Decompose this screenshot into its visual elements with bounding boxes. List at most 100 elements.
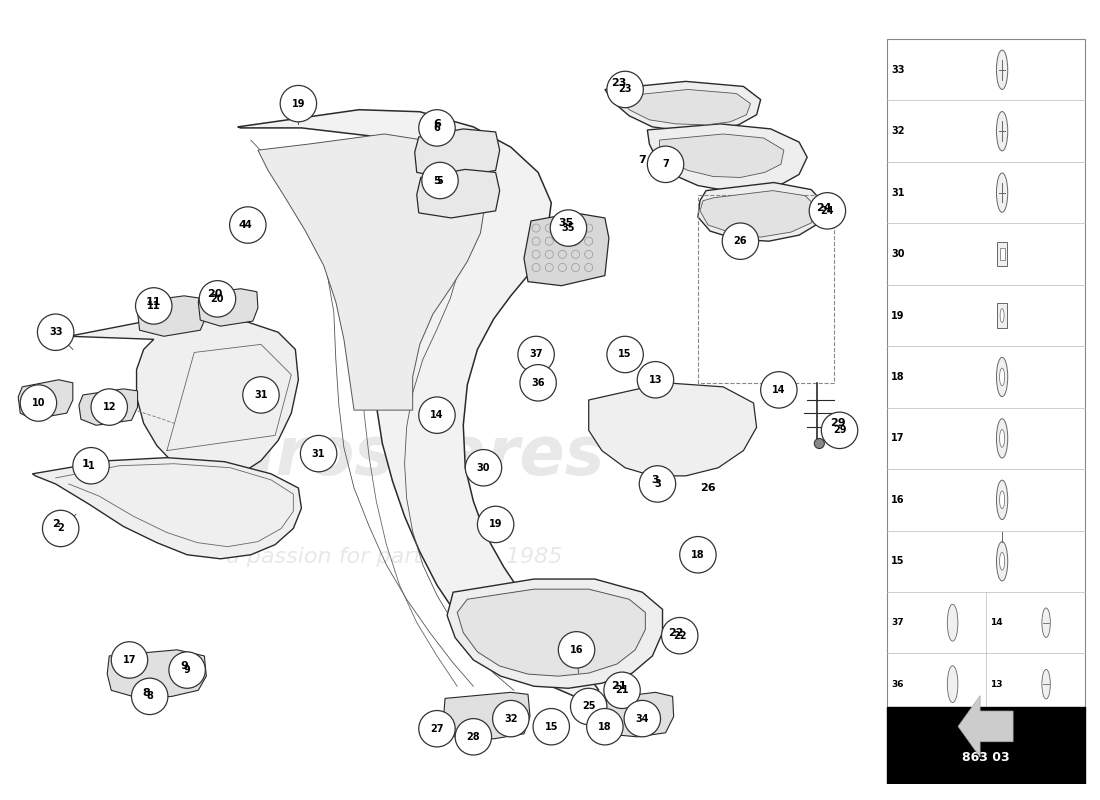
Text: 3: 3 bbox=[654, 479, 661, 489]
Text: 5: 5 bbox=[433, 175, 441, 186]
Circle shape bbox=[997, 358, 1008, 397]
Polygon shape bbox=[69, 318, 298, 480]
Text: 15: 15 bbox=[618, 350, 631, 359]
Circle shape bbox=[73, 447, 109, 484]
Text: 31: 31 bbox=[254, 390, 267, 400]
Circle shape bbox=[607, 71, 644, 108]
Text: 36: 36 bbox=[891, 680, 903, 689]
Circle shape bbox=[997, 480, 1008, 519]
Text: 23: 23 bbox=[618, 85, 631, 94]
Polygon shape bbox=[648, 124, 807, 190]
Polygon shape bbox=[660, 134, 784, 178]
Text: 9: 9 bbox=[180, 661, 188, 671]
Text: 26: 26 bbox=[734, 236, 747, 246]
Circle shape bbox=[997, 50, 1008, 90]
Circle shape bbox=[814, 438, 824, 449]
Text: 8: 8 bbox=[146, 691, 153, 702]
Text: 13: 13 bbox=[649, 374, 662, 385]
Circle shape bbox=[300, 435, 337, 472]
Polygon shape bbox=[107, 650, 207, 698]
Polygon shape bbox=[198, 289, 257, 326]
Text: 32: 32 bbox=[891, 126, 904, 136]
Text: 37: 37 bbox=[529, 350, 542, 359]
Text: 16: 16 bbox=[891, 495, 904, 505]
Text: 17: 17 bbox=[123, 655, 136, 665]
Circle shape bbox=[1000, 430, 1004, 447]
Polygon shape bbox=[524, 213, 609, 286]
Text: 35: 35 bbox=[559, 218, 574, 228]
Polygon shape bbox=[958, 696, 1013, 757]
Polygon shape bbox=[415, 129, 499, 178]
Circle shape bbox=[723, 223, 759, 259]
Polygon shape bbox=[700, 190, 817, 237]
Circle shape bbox=[199, 281, 235, 317]
Circle shape bbox=[637, 362, 673, 398]
Text: 32: 32 bbox=[504, 714, 518, 724]
Circle shape bbox=[997, 418, 1008, 458]
Text: 29: 29 bbox=[833, 426, 846, 435]
Circle shape bbox=[43, 510, 79, 546]
Text: 19: 19 bbox=[488, 519, 503, 530]
Text: 19: 19 bbox=[292, 98, 305, 109]
Text: 20: 20 bbox=[211, 294, 224, 304]
Circle shape bbox=[947, 666, 958, 702]
Circle shape bbox=[639, 466, 675, 502]
Circle shape bbox=[534, 709, 570, 745]
Polygon shape bbox=[257, 134, 485, 410]
Circle shape bbox=[624, 701, 660, 737]
Circle shape bbox=[91, 389, 128, 426]
Bar bbox=[997, 242, 1008, 266]
Circle shape bbox=[1000, 309, 1004, 322]
Text: 23: 23 bbox=[612, 78, 627, 89]
Circle shape bbox=[518, 336, 554, 373]
Text: 19: 19 bbox=[891, 310, 904, 321]
Text: 7: 7 bbox=[662, 159, 669, 170]
Text: 31: 31 bbox=[312, 449, 326, 458]
Polygon shape bbox=[138, 296, 207, 336]
Text: 26: 26 bbox=[701, 483, 716, 493]
Circle shape bbox=[455, 718, 492, 755]
Text: 35: 35 bbox=[562, 223, 575, 233]
Text: 30: 30 bbox=[891, 249, 904, 259]
Circle shape bbox=[520, 365, 557, 401]
Text: 6: 6 bbox=[433, 119, 441, 129]
Circle shape bbox=[132, 678, 168, 714]
Circle shape bbox=[1000, 553, 1004, 570]
Text: 2: 2 bbox=[57, 523, 64, 534]
Circle shape bbox=[465, 450, 502, 486]
Circle shape bbox=[810, 193, 846, 229]
Bar bbox=[887, 707, 1085, 784]
Polygon shape bbox=[619, 90, 750, 125]
Text: 11: 11 bbox=[146, 297, 162, 307]
Text: 28: 28 bbox=[466, 732, 481, 742]
Text: 36: 36 bbox=[531, 378, 544, 388]
Circle shape bbox=[586, 709, 623, 745]
Text: 14: 14 bbox=[430, 410, 443, 420]
Circle shape bbox=[37, 314, 74, 350]
Text: 21: 21 bbox=[612, 682, 627, 691]
Circle shape bbox=[419, 397, 455, 434]
Text: 12: 12 bbox=[102, 402, 116, 412]
Circle shape bbox=[1042, 608, 1050, 638]
Text: 3: 3 bbox=[651, 475, 659, 485]
Text: 34: 34 bbox=[636, 714, 649, 724]
Circle shape bbox=[997, 173, 1008, 212]
Circle shape bbox=[1000, 368, 1004, 386]
Polygon shape bbox=[605, 82, 760, 131]
Text: 5: 5 bbox=[437, 175, 443, 186]
Circle shape bbox=[111, 642, 147, 678]
Circle shape bbox=[607, 336, 644, 373]
Text: 18: 18 bbox=[891, 372, 904, 382]
Bar bbox=[997, 302, 1008, 328]
Text: 11: 11 bbox=[147, 301, 161, 311]
Polygon shape bbox=[79, 389, 138, 426]
Text: 17: 17 bbox=[891, 434, 904, 443]
Circle shape bbox=[419, 110, 455, 146]
Text: 863 03: 863 03 bbox=[961, 750, 1010, 764]
Circle shape bbox=[680, 537, 716, 573]
Polygon shape bbox=[458, 589, 646, 676]
Text: a passion for parts since 1985: a passion for parts since 1985 bbox=[227, 546, 563, 566]
Circle shape bbox=[648, 146, 684, 182]
Text: 8: 8 bbox=[143, 688, 151, 698]
Polygon shape bbox=[447, 579, 662, 688]
